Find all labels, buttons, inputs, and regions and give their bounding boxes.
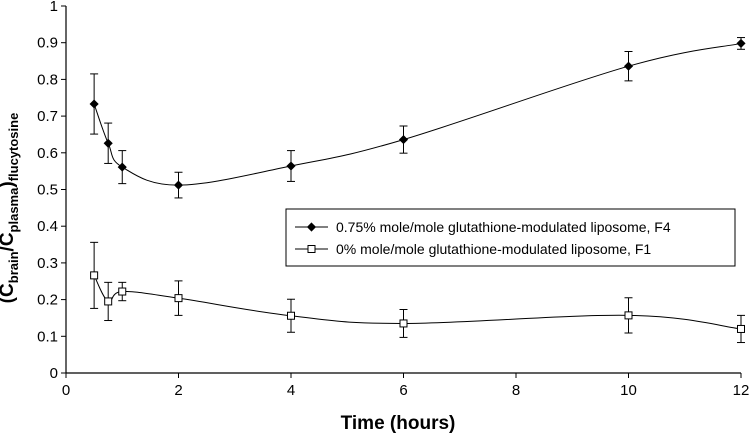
y-tick-label: 0 — [50, 365, 58, 382]
legend-item-1[interactable]: 0.75% mole/mole glutathione-modulated li… — [295, 219, 671, 235]
y-axis-title-part: ) — [0, 181, 18, 187]
x-tick-label: 10 — [620, 382, 637, 399]
legend-marker — [307, 245, 316, 253]
legend-items: 0.75% mole/mole glutathione-modulated li… — [295, 219, 671, 257]
y-axis-title-subscript: plasma — [6, 187, 21, 233]
data-point — [174, 294, 183, 303]
data-point — [90, 271, 99, 280]
y-tick-label: 1 — [50, 0, 58, 15]
y-axis-title-subscript: flucytosine — [6, 113, 21, 182]
y-axis-title: (Cbrain/Cplasma)flucytosine — [0, 113, 21, 304]
x-tick-label: 6 — [399, 382, 407, 399]
x-tick-label: 0 — [62, 382, 70, 399]
x-axis-title: Time (hours) — [341, 413, 456, 434]
data-point — [624, 311, 633, 320]
series-layer — [89, 37, 746, 344]
series-2 — [90, 241, 745, 344]
y-tick-label: 0.7 — [37, 108, 58, 125]
y-axis-title-part: (C — [0, 283, 18, 303]
y-ticks: 0 0.1 0.2 0.3 0.4 0.5 0.6 0.7 0.8 0.9 1 — [37, 0, 66, 382]
y-tick-label: 0.2 — [37, 292, 58, 309]
legend-box — [285, 208, 736, 267]
x-tick-label: 2 — [174, 382, 182, 399]
y-axis-title-subscript: brain — [6, 251, 21, 283]
data-point — [173, 180, 184, 190]
y-tick-label: 0.5 — [37, 182, 58, 199]
legend-label: 0% mole/mole glutathione-modulated lipos… — [336, 241, 651, 257]
x-tick-label: 8 — [512, 382, 520, 399]
legend-label: 0.75% mole/mole glutathione-modulated li… — [336, 219, 671, 235]
data-point — [737, 324, 745, 333]
y-tick-label: 0.6 — [37, 145, 58, 162]
legend-marker — [306, 222, 317, 232]
x-tick-label: 4 — [287, 382, 295, 399]
data-point — [398, 135, 409, 145]
data-point — [89, 99, 99, 109]
series-1 — [89, 37, 746, 199]
y-tick-label: 0.8 — [37, 71, 58, 88]
data-point — [117, 162, 127, 172]
data-point — [399, 319, 408, 328]
y-tick-label: 0.4 — [37, 218, 58, 235]
data-point — [736, 38, 746, 48]
data-point — [286, 161, 296, 171]
data-point — [103, 138, 113, 148]
y-tick-label: 0.1 — [37, 328, 58, 345]
legend-item-2[interactable]: 0% mole/mole glutathione-modulated lipos… — [295, 241, 651, 257]
data-point — [104, 297, 113, 306]
series-line — [93, 275, 742, 330]
data-point — [623, 61, 634, 71]
data-point — [118, 287, 127, 296]
series-line — [93, 42, 742, 186]
y-axis-title-part: /C — [0, 232, 18, 251]
y-tick-label: 0.9 — [37, 35, 58, 52]
data-point — [287, 311, 295, 320]
y-tick-label: 0.3 — [37, 255, 58, 272]
x-tick-label: 12 — [733, 382, 750, 399]
x-ticks: 0 2 4 6 8 10 12 — [62, 373, 750, 399]
legend[interactable]: 0.75% mole/mole glutathione-modulated li… — [285, 208, 736, 267]
